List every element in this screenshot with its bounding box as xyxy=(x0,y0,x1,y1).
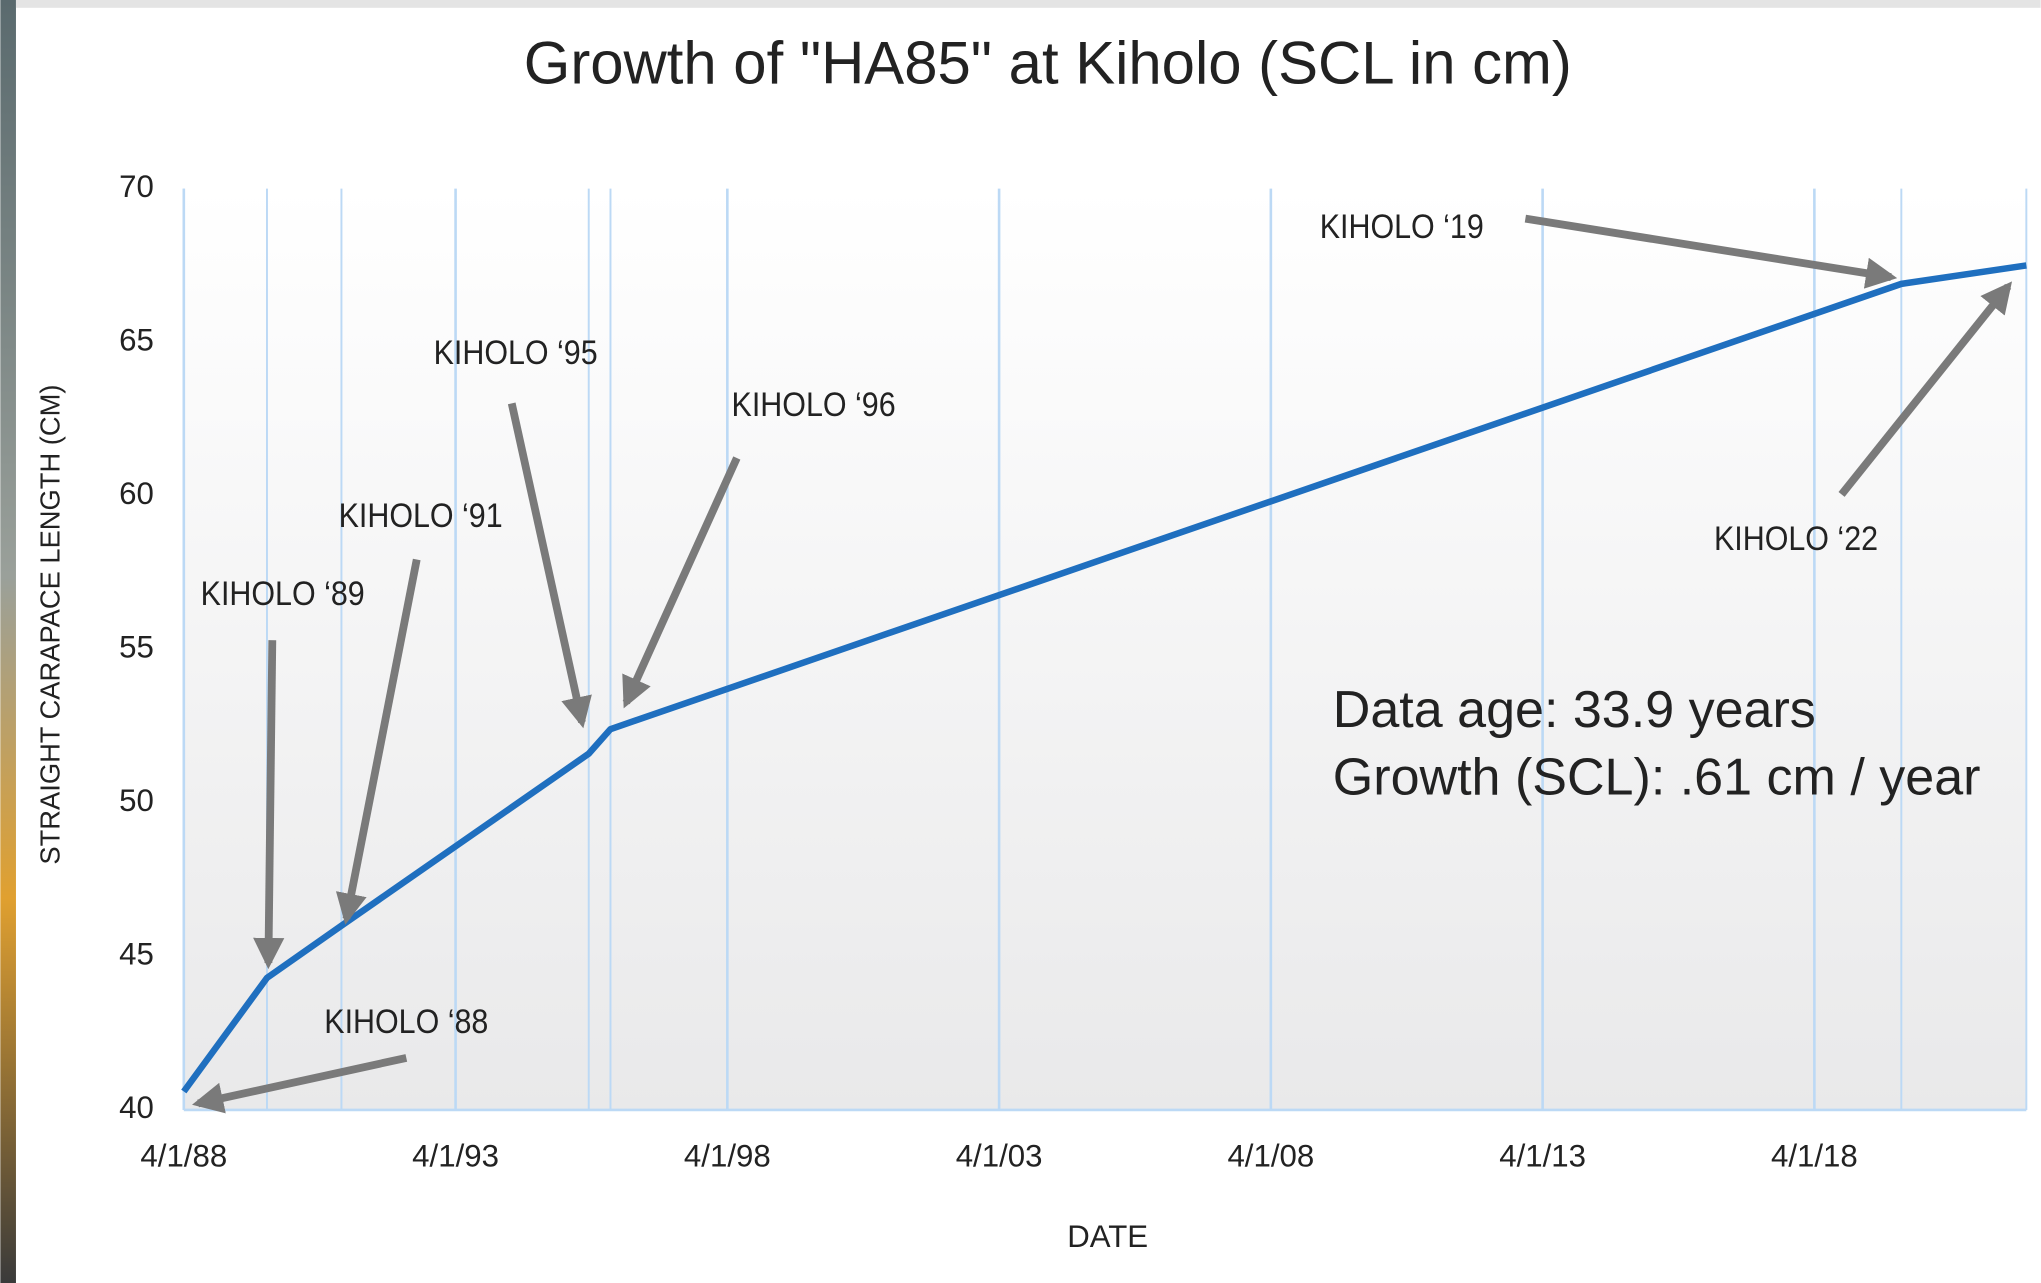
y-tick-label: 45 xyxy=(119,937,154,972)
annotation-label: KIHOLO ‘22 xyxy=(1714,520,1878,558)
y-tick-label: 65 xyxy=(119,322,154,357)
top-border xyxy=(16,0,2041,8)
note-text: Growth (SCL): .61 cm / year xyxy=(1333,748,1981,806)
x-tick-label: 4/1/13 xyxy=(1499,1138,1586,1173)
x-tick-label: 4/1/18 xyxy=(1771,1138,1858,1173)
photo-strip xyxy=(0,0,16,1283)
y-tick-label: 70 xyxy=(119,169,154,204)
annotation-label: KIHOLO ‘91 xyxy=(339,496,503,534)
chart: Growth of "HA85" at Kiholo (SCL in cm) S… xyxy=(0,0,2041,1283)
x-tick-label: 4/1/88 xyxy=(140,1138,227,1173)
x-axis-label: DATE xyxy=(1067,1219,1148,1254)
chart-title: Growth of "HA85" at Kiholo (SCL in cm) xyxy=(524,29,1572,96)
y-tick-label: 60 xyxy=(119,476,154,511)
annotation-label: KIHOLO ‘95 xyxy=(434,334,598,372)
x-tick-label: 4/1/08 xyxy=(1227,1138,1314,1173)
annotation-label: KIHOLO ‘88 xyxy=(324,1003,488,1041)
y-axis-label: STRAIGHT CARAPACE LENGTH (CM) xyxy=(35,385,66,865)
plot-area xyxy=(184,189,2027,1110)
x-tick-label: 4/1/98 xyxy=(684,1138,771,1173)
annotation-label: KIHOLO ‘89 xyxy=(201,574,365,612)
annotation-label: KIHOLO ‘19 xyxy=(1320,207,1484,245)
x-tick-label: 4/1/03 xyxy=(956,1138,1043,1173)
y-tick-label: 40 xyxy=(119,1090,154,1125)
page: Growth of "HA85" at Kiholo (SCL in cm) S… xyxy=(0,0,2041,1283)
y-tick-label: 55 xyxy=(119,630,154,665)
annotation-arrow xyxy=(268,640,272,963)
note-text: Data age: 33.9 years xyxy=(1333,681,1816,739)
x-tick-label: 4/1/93 xyxy=(412,1138,499,1173)
y-tick-label: 50 xyxy=(119,783,154,818)
annotation-label: KIHOLO ‘96 xyxy=(732,386,896,424)
